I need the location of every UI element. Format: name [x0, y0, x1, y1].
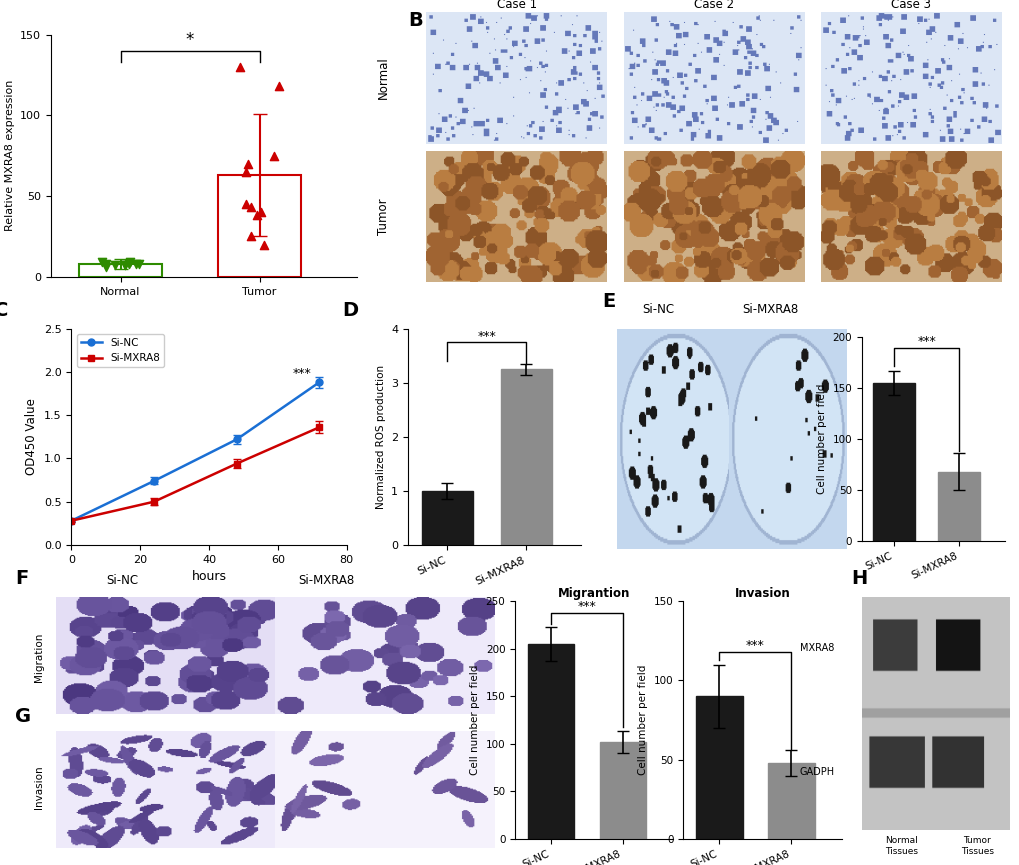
Point	[249, 208, 265, 222]
Point	[253, 205, 269, 219]
Bar	[695, 696, 742, 839]
Bar	[767, 763, 814, 839]
Bar	[422, 490, 473, 545]
Text: Tumor
Tissues: Tumor Tissues	[960, 836, 993, 855]
Text: Tumor: Tumor	[377, 198, 390, 234]
Point	[127, 257, 144, 271]
Text: F: F	[15, 569, 29, 588]
Text: Normal: Normal	[377, 56, 390, 99]
Text: H: H	[851, 569, 867, 588]
Point	[98, 257, 114, 271]
Text: ***: ***	[577, 599, 596, 612]
Point	[243, 229, 259, 243]
Text: ***: ***	[292, 367, 311, 380]
Title: Migrantion: Migrantion	[557, 587, 630, 600]
Legend: Si-NC, Si-MXRA8: Si-NC, Si-MXRA8	[76, 334, 164, 368]
Point	[271, 80, 287, 93]
Text: E: E	[601, 292, 614, 311]
Text: ***: ***	[745, 638, 764, 651]
X-axis label: hours: hours	[192, 570, 226, 583]
Si-MXRA8	[230, 458, 243, 469]
Y-axis label: Cell number per field: Cell number per field	[638, 665, 648, 775]
Text: B: B	[408, 11, 422, 30]
Si-NC	[230, 434, 243, 445]
Point	[121, 257, 138, 271]
Text: *: *	[185, 31, 194, 49]
Title: Case 3: Case 3	[891, 0, 930, 11]
Point	[98, 260, 114, 274]
Y-axis label: Cell number per field: Cell number per field	[470, 665, 480, 775]
Line: Si-MXRA8: Si-MXRA8	[68, 424, 322, 524]
Y-axis label: Normalized ROS production: Normalized ROS production	[375, 365, 385, 509]
Text: D: D	[341, 301, 358, 320]
Title: Invasion: Invasion	[734, 587, 790, 600]
Si-NC	[313, 377, 325, 388]
Text: GADPH: GADPH	[799, 767, 835, 777]
Text: MXRA8: MXRA8	[799, 644, 834, 653]
Title: Case 2: Case 2	[693, 0, 734, 11]
Point	[122, 255, 139, 269]
Line: Si-NC: Si-NC	[68, 379, 322, 524]
Point	[238, 197, 255, 211]
Text: ***: ***	[916, 336, 935, 349]
Point	[116, 259, 132, 272]
Bar	[500, 369, 551, 545]
Bar	[599, 742, 646, 839]
Si-MXRA8	[65, 516, 77, 526]
Bar	[78, 264, 162, 277]
Text: Si-MXRA8: Si-MXRA8	[741, 303, 798, 316]
Text: Invasion: Invasion	[34, 766, 44, 809]
Y-axis label: OD450 Value: OD450 Value	[25, 399, 39, 475]
Text: Si-MXRA8: Si-MXRA8	[298, 573, 355, 586]
Bar	[527, 644, 574, 839]
Point	[239, 157, 256, 170]
Title: Case 1: Case 1	[496, 0, 536, 11]
Text: Si-NC: Si-NC	[106, 573, 139, 586]
Point	[265, 149, 281, 163]
Si-NC	[148, 476, 160, 486]
Point	[94, 255, 110, 269]
Text: Migration: Migration	[34, 632, 44, 682]
Bar	[872, 383, 915, 541]
Text: Si-NC: Si-NC	[641, 303, 674, 316]
Point	[238, 165, 255, 179]
Text: C: C	[0, 301, 8, 320]
Si-MXRA8	[148, 497, 160, 507]
Bar	[218, 175, 301, 277]
Point	[107, 259, 123, 272]
Point	[256, 238, 272, 252]
Point	[116, 259, 132, 272]
Text: Normal
Tissues: Normal Tissues	[884, 836, 917, 855]
Bar	[937, 471, 979, 541]
Si-MXRA8	[313, 422, 325, 432]
Text: ***: ***	[477, 330, 495, 343]
Point	[244, 201, 260, 215]
Point	[131, 257, 148, 271]
Y-axis label: Cell number per field: Cell number per field	[816, 384, 826, 494]
Text: G: G	[15, 708, 32, 727]
Point	[231, 60, 248, 74]
Si-NC	[65, 516, 77, 526]
Y-axis label: Relative MXRA8 expression: Relative MXRA8 expression	[5, 80, 14, 231]
